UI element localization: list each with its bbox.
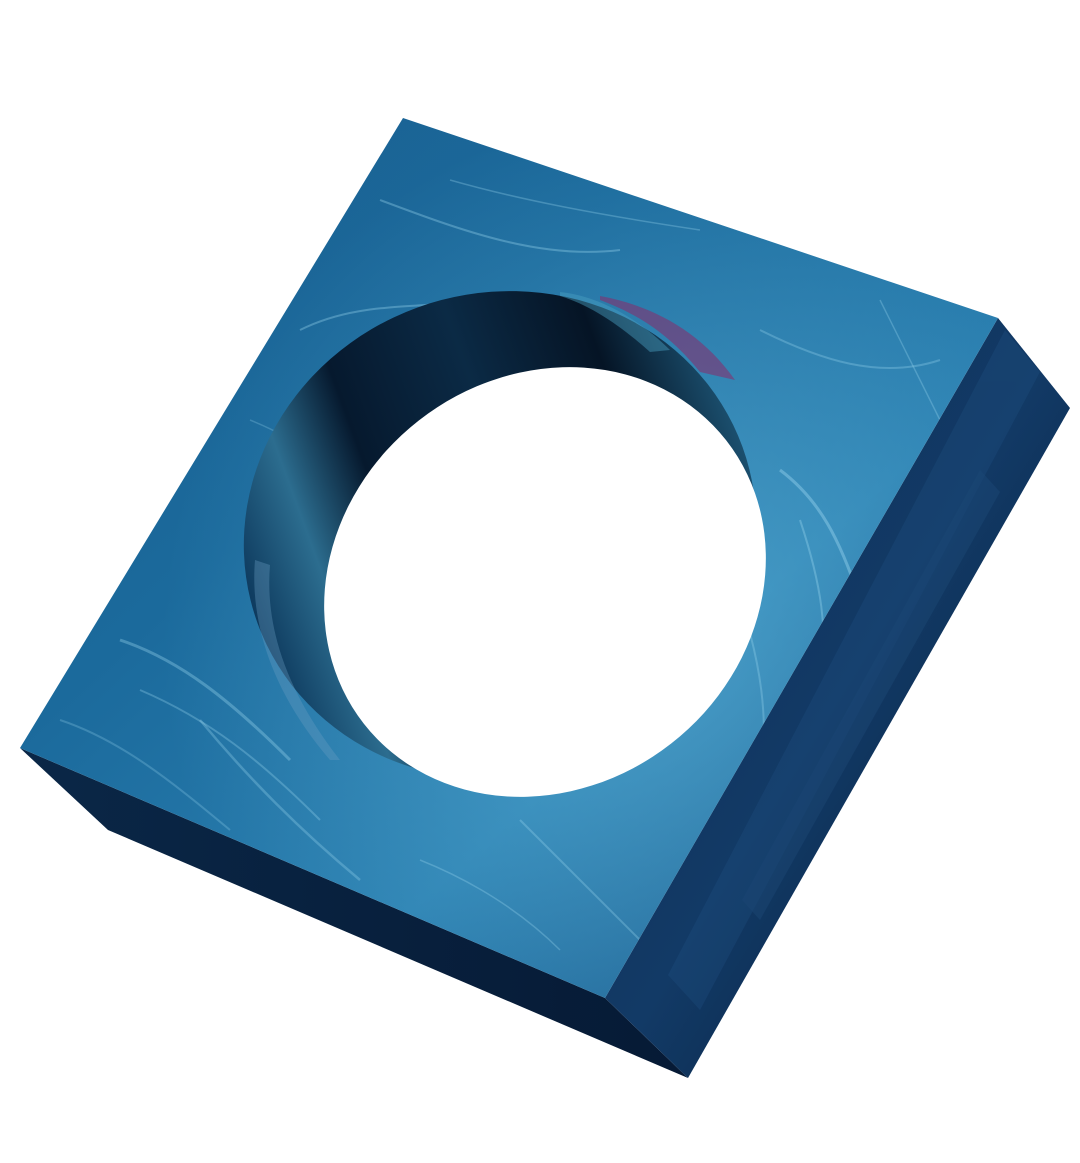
hole-reflections (254, 292, 735, 760)
side-reflections (668, 330, 1040, 1010)
block-bottom-face (20, 748, 688, 1078)
hole-opening (324, 367, 766, 797)
block-right-face (605, 318, 1070, 1078)
